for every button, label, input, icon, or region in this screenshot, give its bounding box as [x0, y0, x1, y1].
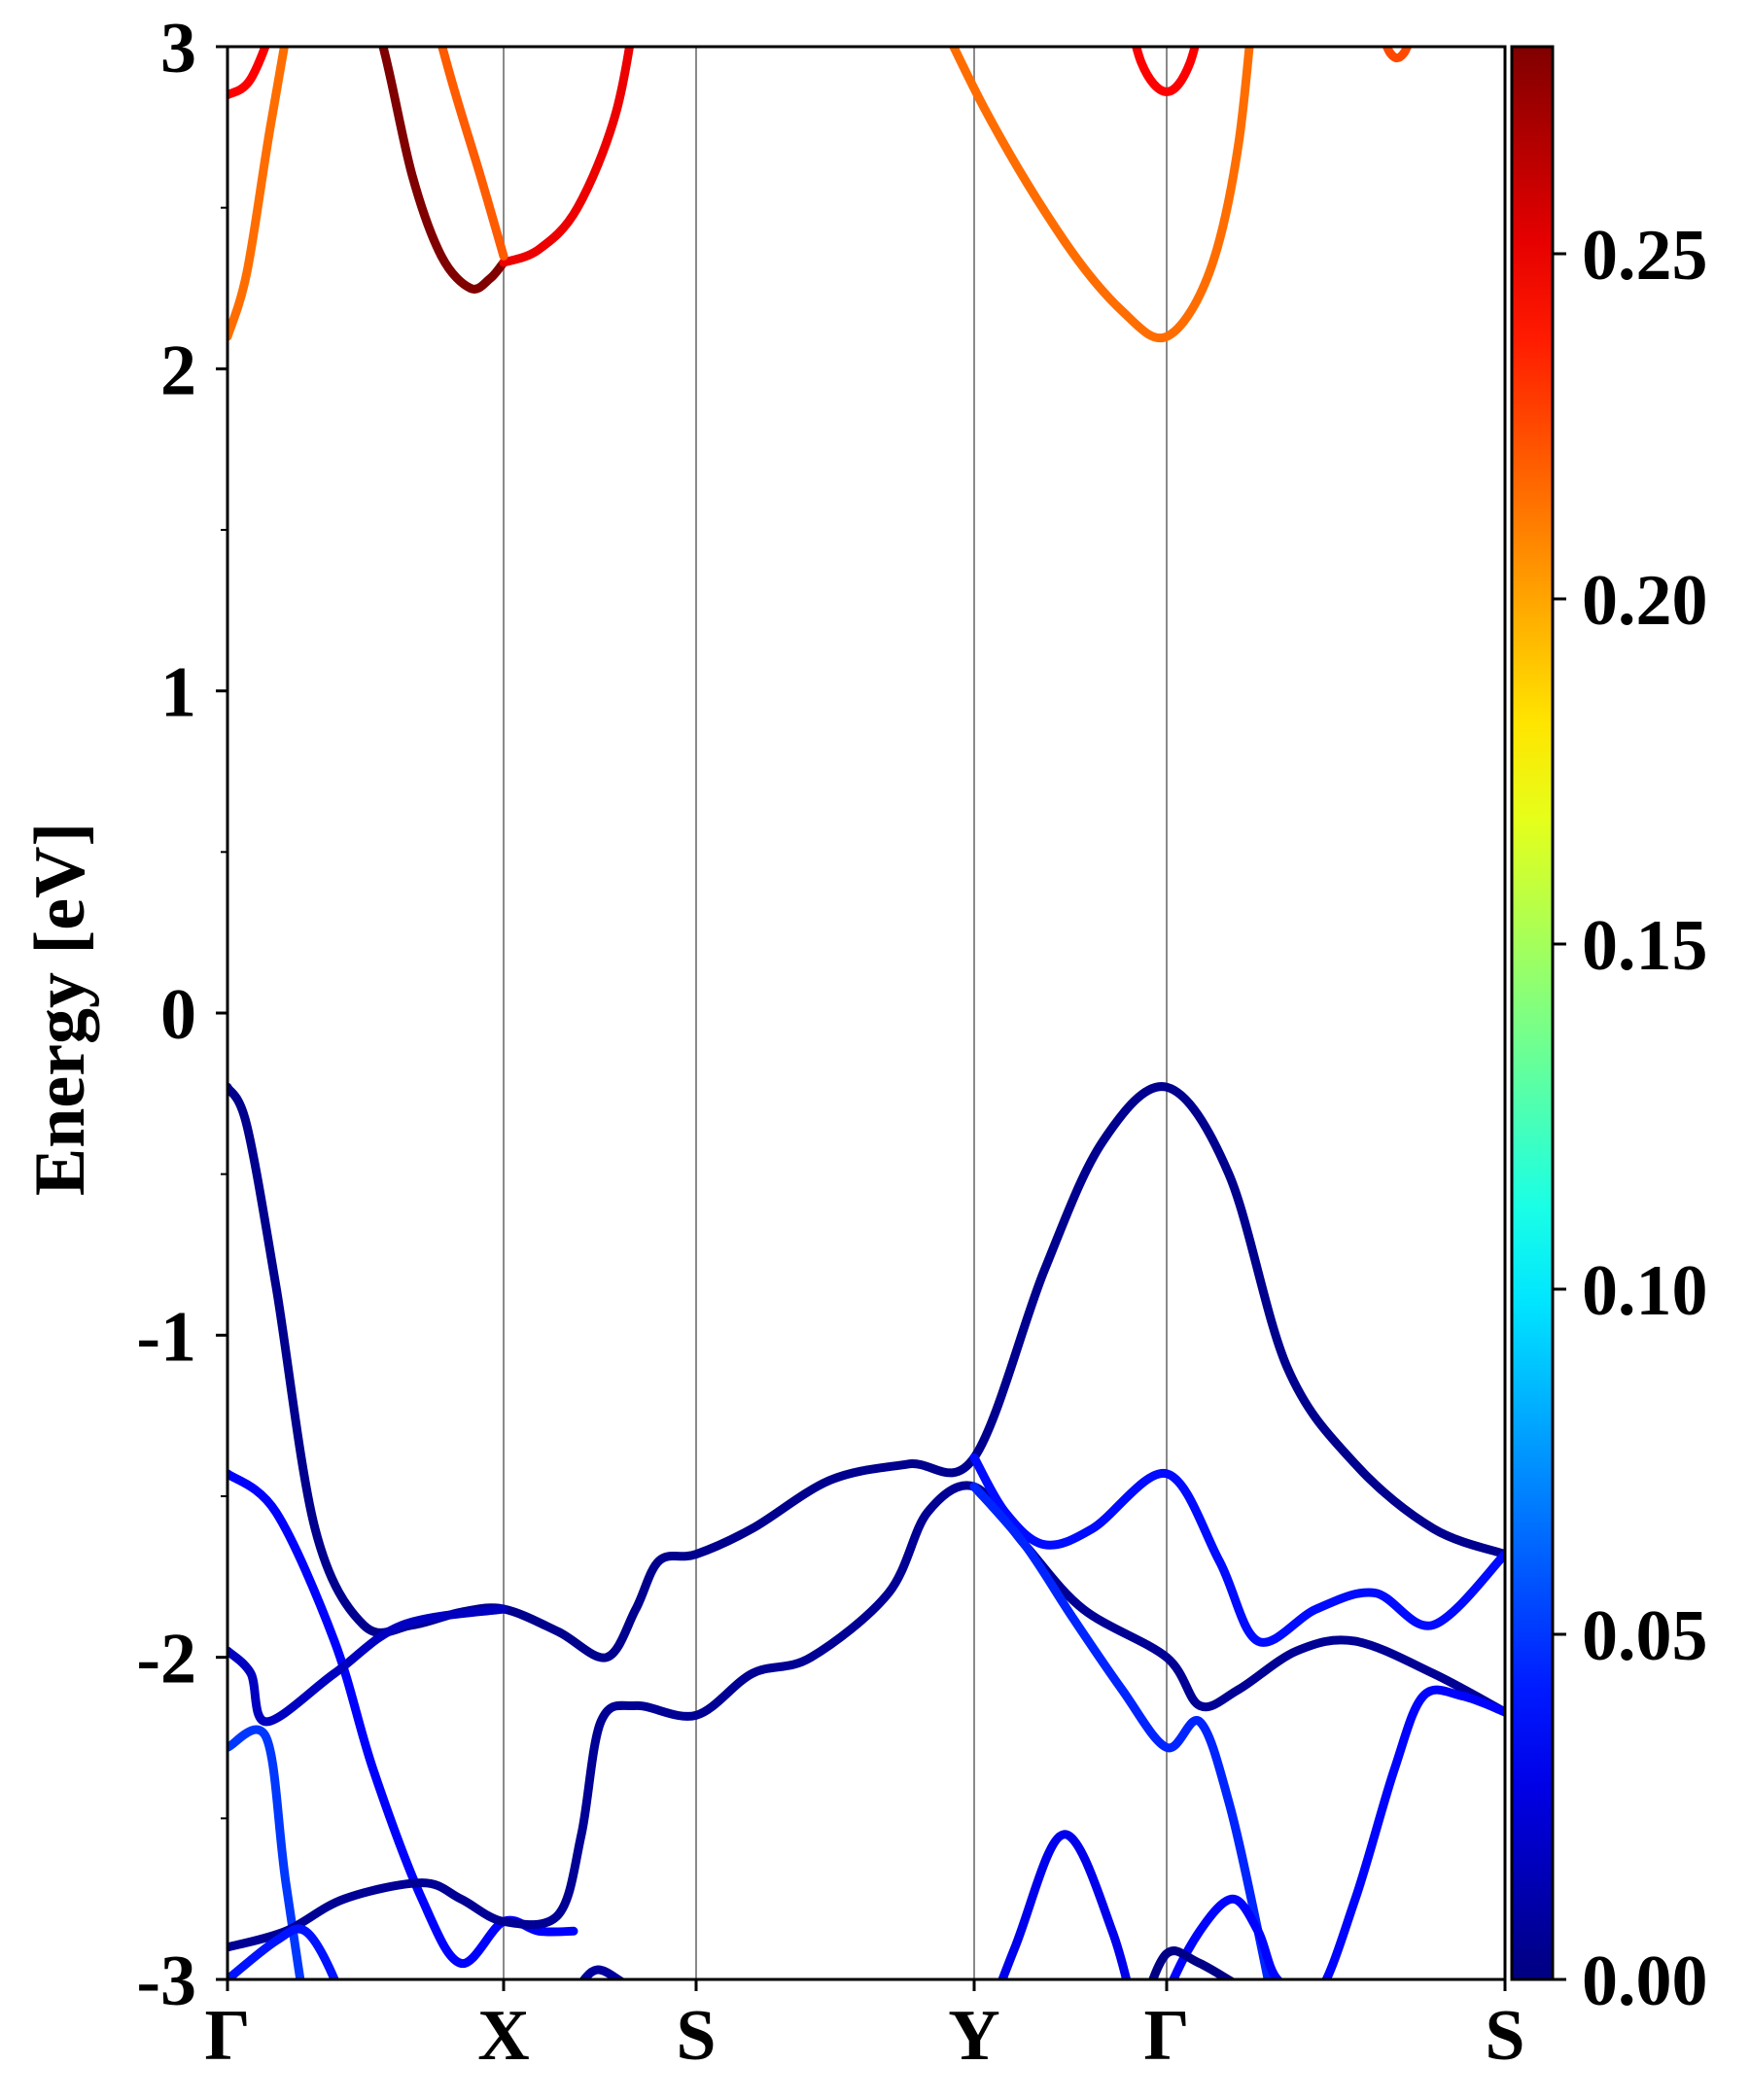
y-tick-label: -2 [136, 1620, 196, 1699]
band-line-3 [499, 47, 635, 267]
colorbar-tick-label: 0.00 [1582, 1942, 1708, 2021]
band-line-13 [969, 1452, 1505, 1647]
colorbar-tick-label: 0.15 [1582, 906, 1708, 986]
x-tick-label: S [1485, 1996, 1524, 2076]
x-tick-label: Γ [1143, 1996, 1189, 2076]
colorbar-ticks: 0.00 0.05 0.10 0.15 0.20 0.25 [1553, 216, 1708, 2021]
colorbar-tick-label: 0.05 [1582, 1596, 1708, 1676]
high-symmetry-gridlines [503, 47, 1168, 1979]
y-tick-label: 1 [160, 653, 196, 733]
colorbar [1510, 45, 1555, 1981]
y-tick-label: -3 [136, 1942, 196, 2021]
plot-frame [226, 45, 1507, 1981]
x-tick-label: S [676, 1996, 716, 2076]
x-tick-label: Y [948, 1996, 999, 2076]
band-line-15 [998, 1830, 1132, 1979]
band-line-6 [1132, 47, 1200, 96]
band-line-14 [969, 1482, 1273, 1979]
y-tick-label: 0 [160, 975, 196, 1055]
y-axis-label: Energy [eV] [20, 822, 100, 1196]
x-tick-label: X [477, 1996, 529, 2076]
band-line-11 [228, 1725, 305, 1979]
band-line-0 [228, 47, 289, 341]
band-line-1 [948, 47, 1254, 343]
y-tick-label: -1 [136, 1297, 196, 1377]
band-line-12 [228, 1481, 1505, 1952]
y-tick-label: 2 [160, 331, 196, 410]
band-line-2 [378, 47, 508, 294]
band-line-8 [228, 1082, 1505, 1662]
band-lines [228, 47, 1505, 1979]
band-line-17 [1148, 1946, 1237, 1979]
y-axis-ticks: -3 -2 -1 0 1 2 3 [136, 9, 228, 2021]
band-line-19 [228, 1924, 339, 1979]
band-line-4 [438, 47, 508, 261]
band-line-10 [228, 1604, 508, 1727]
band-line-5 [228, 47, 270, 100]
colorbar-tick-label: 0.20 [1582, 561, 1708, 641]
colorbar-tick-label: 0.10 [1582, 1251, 1708, 1331]
x-tick-label: Γ [204, 1996, 250, 2076]
y-tick-label: 3 [160, 9, 196, 88]
band-line-16 [1169, 1685, 1505, 1979]
colorbar-tick-label: 0.25 [1582, 216, 1708, 296]
band-line-7 [1382, 47, 1413, 63]
